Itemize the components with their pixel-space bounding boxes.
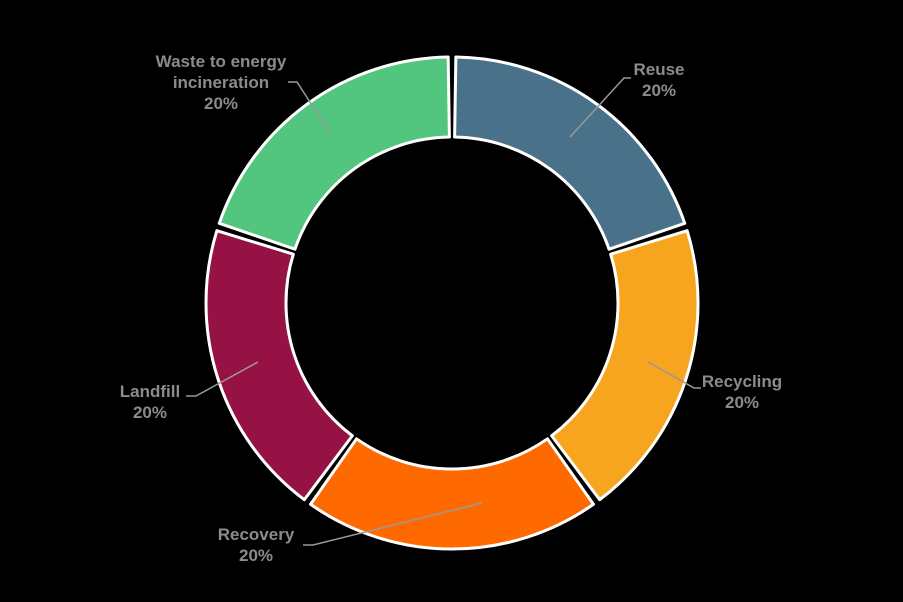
- slice-label-recycling: Recycling 20%: [702, 371, 782, 413]
- slice-label-landfill: Landfill 20%: [120, 381, 180, 423]
- slice-recovery: [309, 437, 595, 551]
- leader-line-landfill: [186, 361, 259, 397]
- slice-label-recycling-percent: 20%: [724, 393, 760, 412]
- slice-waste-to-energy-incineration: [217, 55, 451, 251]
- slice-label-reuse: Reuse 20%: [633, 59, 684, 101]
- slice-label-waste-to-energy-incineration-text: Waste to energy incineration: [155, 52, 287, 92]
- leader-line-recycling: [647, 361, 701, 389]
- leader-line-waste-to-energy-incineration: [288, 81, 331, 134]
- slice-landfill: [204, 229, 354, 502]
- slice-label-landfill-text: Landfill: [119, 382, 181, 401]
- slice-label-waste-to-energy-incineration-percent: 20%: [203, 94, 239, 113]
- slice-label-recovery-percent: 20%: [238, 546, 274, 565]
- slice-label-reuse-percent: 20%: [641, 81, 677, 100]
- slice-label-reuse-text: Reuse: [633, 60, 685, 79]
- leader-line-reuse: [569, 77, 631, 138]
- slice-label-waste-to-energy-incineration: Waste to energy incineration 20%: [146, 51, 296, 114]
- slice-label-landfill-percent: 20%: [132, 403, 168, 422]
- slice-label-recovery: Recovery 20%: [218, 524, 295, 566]
- slice-reuse: [453, 55, 687, 251]
- leader-line-recovery: [303, 502, 483, 546]
- slice-label-recovery-text: Recovery: [217, 525, 295, 544]
- slice-label-recycling-text: Recycling: [701, 372, 783, 391]
- slice-recycling: [550, 229, 700, 502]
